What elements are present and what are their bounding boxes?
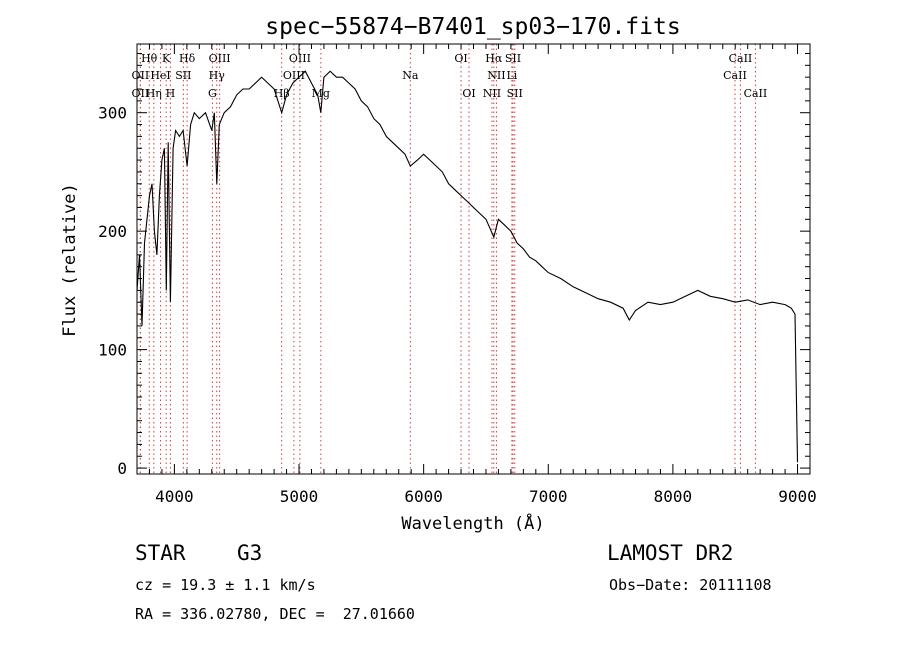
line-label: CaII (729, 52, 753, 65)
spectral-line-markers (139, 44, 756, 474)
line-label: OIII (289, 52, 311, 65)
y-tick-label: 200 (98, 222, 127, 241)
line-label: Hγ (209, 69, 226, 82)
line-label: CaII (744, 87, 768, 100)
y-tick-label: 100 (98, 341, 127, 360)
line-label: Hδ (179, 52, 196, 65)
spectrum-series-line (136, 70, 799, 463)
line-label: SII (507, 87, 523, 100)
x-tick-label: 4000 (155, 487, 194, 506)
line-label: OI (454, 52, 467, 65)
line-label: OII (132, 69, 150, 82)
redshift-text: cz = 19.3 ± 1.1 km/s (135, 576, 316, 594)
line-label: HeI (150, 69, 170, 82)
line-label: G (208, 87, 217, 100)
y-tick-label: 300 (98, 104, 127, 123)
survey-name: LAMOST DR2 (607, 541, 734, 565)
y-axis-ticks: 0 100 200 300 (98, 52, 810, 478)
line-label: H (166, 87, 176, 100)
chart-title: spec−55874−B7401_sp03−170.fits (265, 14, 680, 40)
line-label: NII (483, 87, 501, 100)
y-axis-label: Flux (relative) (60, 183, 80, 337)
line-label: Li (506, 69, 517, 82)
x-tick-label: 7000 (529, 487, 568, 506)
line-label: Na (402, 69, 419, 82)
line-label: K (162, 52, 171, 65)
x-tick-label: 6000 (404, 487, 443, 506)
line-label: SII (505, 52, 521, 65)
line-label: Hα (485, 52, 503, 65)
line-label: Hη (146, 87, 162, 100)
line-label: SII (175, 69, 191, 82)
object-class: STAR (135, 541, 186, 565)
coordinates-text: RA = 336.02780, DEC = 27.01660 (135, 605, 415, 623)
line-label: OI (462, 87, 475, 100)
line-label: Hθ (141, 52, 158, 65)
x-tick-label: 5000 (280, 487, 319, 506)
x-axis-ticks: 4000 5000 6000 7000 8000 9000 (136, 44, 817, 506)
line-label: OII (132, 87, 150, 100)
obs-date-text: Obs−Date: 20111108 (609, 576, 772, 594)
object-subclass: G3 (237, 541, 263, 565)
x-tick-label: 8000 (654, 487, 693, 506)
x-axis-label: Wavelength (Å) (401, 512, 544, 534)
line-label: OIII (209, 52, 231, 65)
y-tick-label: 0 (117, 459, 127, 478)
line-label: OIII (283, 69, 305, 82)
line-label: NII (487, 69, 505, 82)
line-label: CaII (723, 69, 747, 82)
x-tick-label: 9000 (778, 487, 817, 506)
plot-frame (136, 43, 811, 475)
line-label: Mg (312, 87, 330, 100)
